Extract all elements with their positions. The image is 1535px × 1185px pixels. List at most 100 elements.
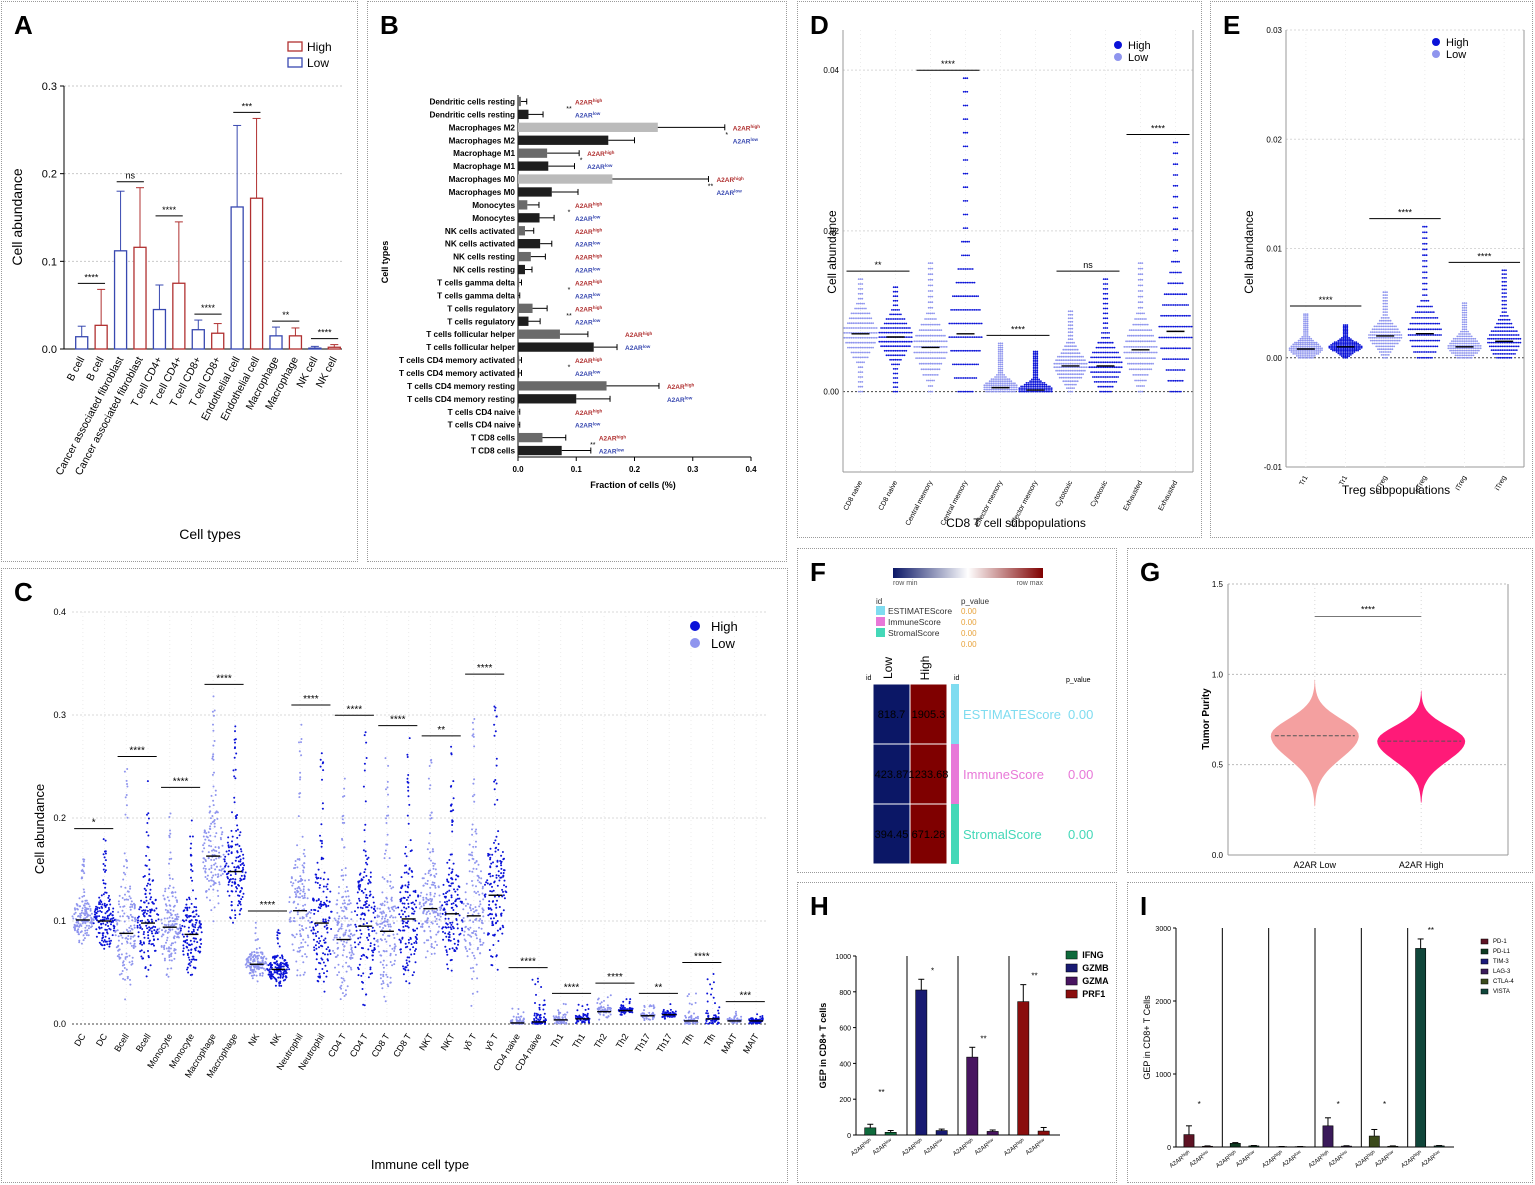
data-point: [735, 1010, 737, 1013]
data-point: [493, 734, 496, 737]
legend-label-high: High: [711, 619, 738, 634]
significance-label: ****: [84, 272, 99, 282]
data-point: [420, 905, 423, 908]
data-point: [966, 145, 969, 148]
data-point: [929, 306, 932, 309]
data-point: [652, 1016, 655, 1019]
data-point: [707, 1022, 710, 1025]
data-point: [624, 1011, 627, 1014]
data-point: [966, 336, 969, 338]
x-tick-label: CD4 T: [348, 1031, 370, 1059]
data-point: [1010, 388, 1013, 391]
data-point: [160, 935, 163, 938]
data-point: [918, 329, 921, 331]
data-point: [1008, 388, 1011, 391]
data-point: [189, 835, 192, 838]
data-point: [212, 729, 215, 732]
data-point: [387, 805, 390, 808]
data-point: [83, 904, 86, 907]
data-point: [671, 1011, 674, 1013]
significance-label: **: [655, 982, 663, 993]
data-point: [305, 955, 308, 958]
data-point: [166, 917, 169, 920]
data-point: [505, 885, 508, 888]
data-point: [307, 912, 310, 915]
data-point: [244, 871, 247, 874]
data-point: [96, 906, 99, 909]
data-point: [894, 368, 897, 370]
data-point: [145, 896, 148, 899]
data-point: [449, 885, 452, 887]
significance-label: ****: [260, 900, 276, 911]
data-point: [302, 938, 305, 941]
data-point: [249, 953, 252, 955]
data-point: [889, 345, 891, 348]
data-point: [104, 870, 106, 873]
data-point: [866, 346, 869, 349]
data-point: [138, 924, 141, 926]
data-point: [497, 874, 500, 877]
data-point: [848, 336, 851, 339]
data-point: [210, 909, 213, 912]
data-point: [403, 906, 406, 909]
data-point: [145, 889, 147, 892]
data-point: [907, 336, 909, 338]
data-point: [918, 357, 921, 359]
data-point: [883, 322, 886, 325]
pair-label-low: A2ARlow: [587, 163, 613, 171]
data-point: [964, 268, 967, 270]
data-point: [76, 904, 79, 907]
data-point: [450, 928, 453, 931]
data-point: [206, 878, 209, 880]
data-point: [933, 357, 935, 359]
data-point: [439, 915, 442, 918]
data-point: [891, 363, 893, 366]
data-point: [169, 812, 172, 815]
data-point: [342, 977, 345, 980]
data-point: [180, 927, 182, 930]
data-point: [279, 976, 282, 979]
data-point: [186, 952, 189, 955]
data-point: [376, 907, 379, 910]
data-point: [496, 884, 499, 887]
data-point: [412, 908, 415, 911]
y-tick-label: 0.00: [823, 388, 839, 397]
data-point: [730, 1018, 733, 1021]
data-point: [153, 944, 155, 947]
data-point: [1010, 386, 1013, 389]
data-point: [714, 1020, 717, 1023]
data-point: [407, 926, 410, 929]
data-point: [481, 943, 484, 946]
data-point: [85, 912, 88, 914]
data-point: [866, 327, 869, 329]
data-point: [257, 954, 259, 957]
data-point: [494, 913, 497, 916]
data-point: [535, 1016, 538, 1019]
data-point: [236, 814, 239, 816]
data-point: [898, 345, 900, 348]
data-point: [334, 919, 337, 922]
data-point: [861, 341, 864, 344]
data-point: [274, 962, 277, 964]
data-point: [927, 318, 930, 320]
data-point: [166, 936, 169, 939]
data-point: [301, 883, 304, 885]
data-point: [931, 385, 934, 387]
data-point: [131, 905, 134, 908]
data-point: [148, 942, 151, 945]
data-point: [326, 883, 329, 886]
data-point: [924, 362, 926, 365]
data-point: [220, 826, 223, 829]
data-point: [161, 933, 164, 936]
data-point: [474, 861, 476, 864]
data-point: [398, 913, 401, 916]
data-point: [73, 913, 76, 916]
data-point: [859, 361, 862, 364]
data-point: [462, 920, 465, 923]
data-point: [302, 961, 305, 964]
data-point: [217, 847, 220, 849]
data-point: [147, 937, 150, 940]
data-point: [434, 884, 437, 887]
data-point: [149, 888, 152, 891]
data-point: [861, 385, 864, 388]
